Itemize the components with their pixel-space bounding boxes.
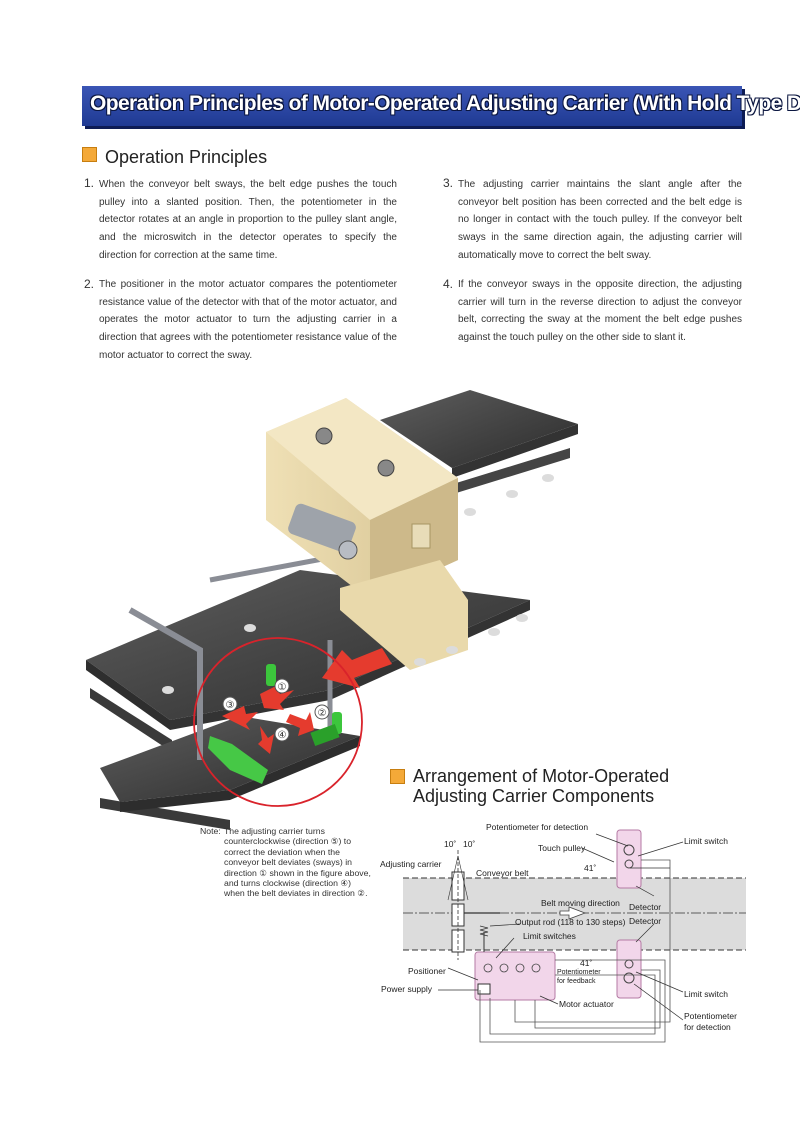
conveyor-illustration: ① ② ③ ④ [86,390,578,830]
note-text: The adjusting carrier turns counterclock… [224,826,371,899]
belt-direction-arrow-icon [322,648,392,688]
item-number: 3. [443,176,454,190]
note-label: Note: [200,826,221,836]
highlight-circle [193,637,363,807]
label-limit-switch-top: Limit switch [684,836,728,846]
label-output-rod: Output rod (118 to 130 steps) [515,917,626,927]
touch-pulley-top [266,664,276,686]
direction-markers [222,678,330,742]
middle-belt-lower-run [90,688,172,752]
item-number: 2. [84,277,95,291]
label-potentiometer-feedback-1: Potentiometer [557,969,601,976]
label-angle-41-top: 41˚ [584,863,597,873]
label-angle-10-left: 10˚ [444,839,457,849]
upper-belt [380,390,578,468]
section-heading-arrangement: Arrangement of Motor-Operated Adjusting … [390,766,669,806]
page-title: Operation Principles of Motor-Operated A… [90,92,800,115]
paragraph-1: When the conveyor belt sways, the belt e… [99,179,397,261]
upper-belt-lower-run [440,448,570,498]
marker-4: ④ [278,730,287,741]
section-heading-operation-principles: Operation Principles [82,147,267,167]
motor-housing-base [340,560,468,670]
touch-pulley-assembly [208,736,268,784]
section-title-line2: Adjusting Carrier Components [413,786,655,806]
label-detector-bottom: Detector [629,916,662,926]
square-bullet-icon [82,147,97,162]
label-touch-pulley: Touch pulley [538,843,586,853]
label-potentiometer-detection-top: Potentiometer for detection [486,822,589,832]
label-angle-41-bottom: 41˚ [580,958,593,968]
label-potentiometer-detection-bottom-1: Potentiometer [684,1011,737,1021]
power-supply-box [477,983,491,995]
item-number: 1. [84,176,95,190]
label-limit-switch-bottom: Limit switch [684,989,728,999]
paragraph-4: If the conveyor sways in the opposite di… [458,279,742,344]
marker-1: ① [278,682,287,693]
arrow-3-icon [222,706,258,730]
label-motor-actuator: Motor actuator [559,999,614,1009]
label-potentiometer-feedback-2: for feedback [557,978,596,985]
paragraph-3: The adjusting carrier maintains the slan… [458,179,742,261]
label-limit-switches: Limit switches [523,931,576,941]
arrow-4-icon [258,726,274,754]
paragraph-2: The positioner in the motor actuator com… [99,279,397,361]
label-potentiometer-detection-bottom-2: for detection [684,1022,731,1032]
label-power-supply: Power supply [381,984,433,994]
section-title: Operation Principles [105,147,268,167]
actuator-shaft [288,503,356,553]
label-adjusting-carrier: Adjusting carrier [380,859,442,869]
label-positioner: Positioner [408,966,446,976]
roller-row [162,474,554,694]
marker-2: ② [318,708,327,719]
label-conveyor-belt: Conveyor belt [476,868,529,878]
title-banner: Operation Principles of Motor-Operated A… [82,86,800,126]
detector-bottom-box [616,939,642,999]
section-title-line1: Arrangement of Motor-Operated [413,766,670,786]
arrow-1-icon [260,686,294,710]
item-number: 4. [443,277,454,291]
marker-3: ③ [226,700,235,711]
arrow-2-icon [286,712,314,736]
bolt-icon [377,459,395,477]
label-belt-moving-direction: Belt moving direction [541,898,620,908]
square-bullet-icon [390,769,405,784]
label-detector-top: Detector [629,902,662,912]
label-angle-10-right: 10˚ [463,839,476,849]
detector-top-box [616,829,642,889]
belt-direction-arrow-icon [559,906,587,920]
bolt-icon [315,427,333,445]
